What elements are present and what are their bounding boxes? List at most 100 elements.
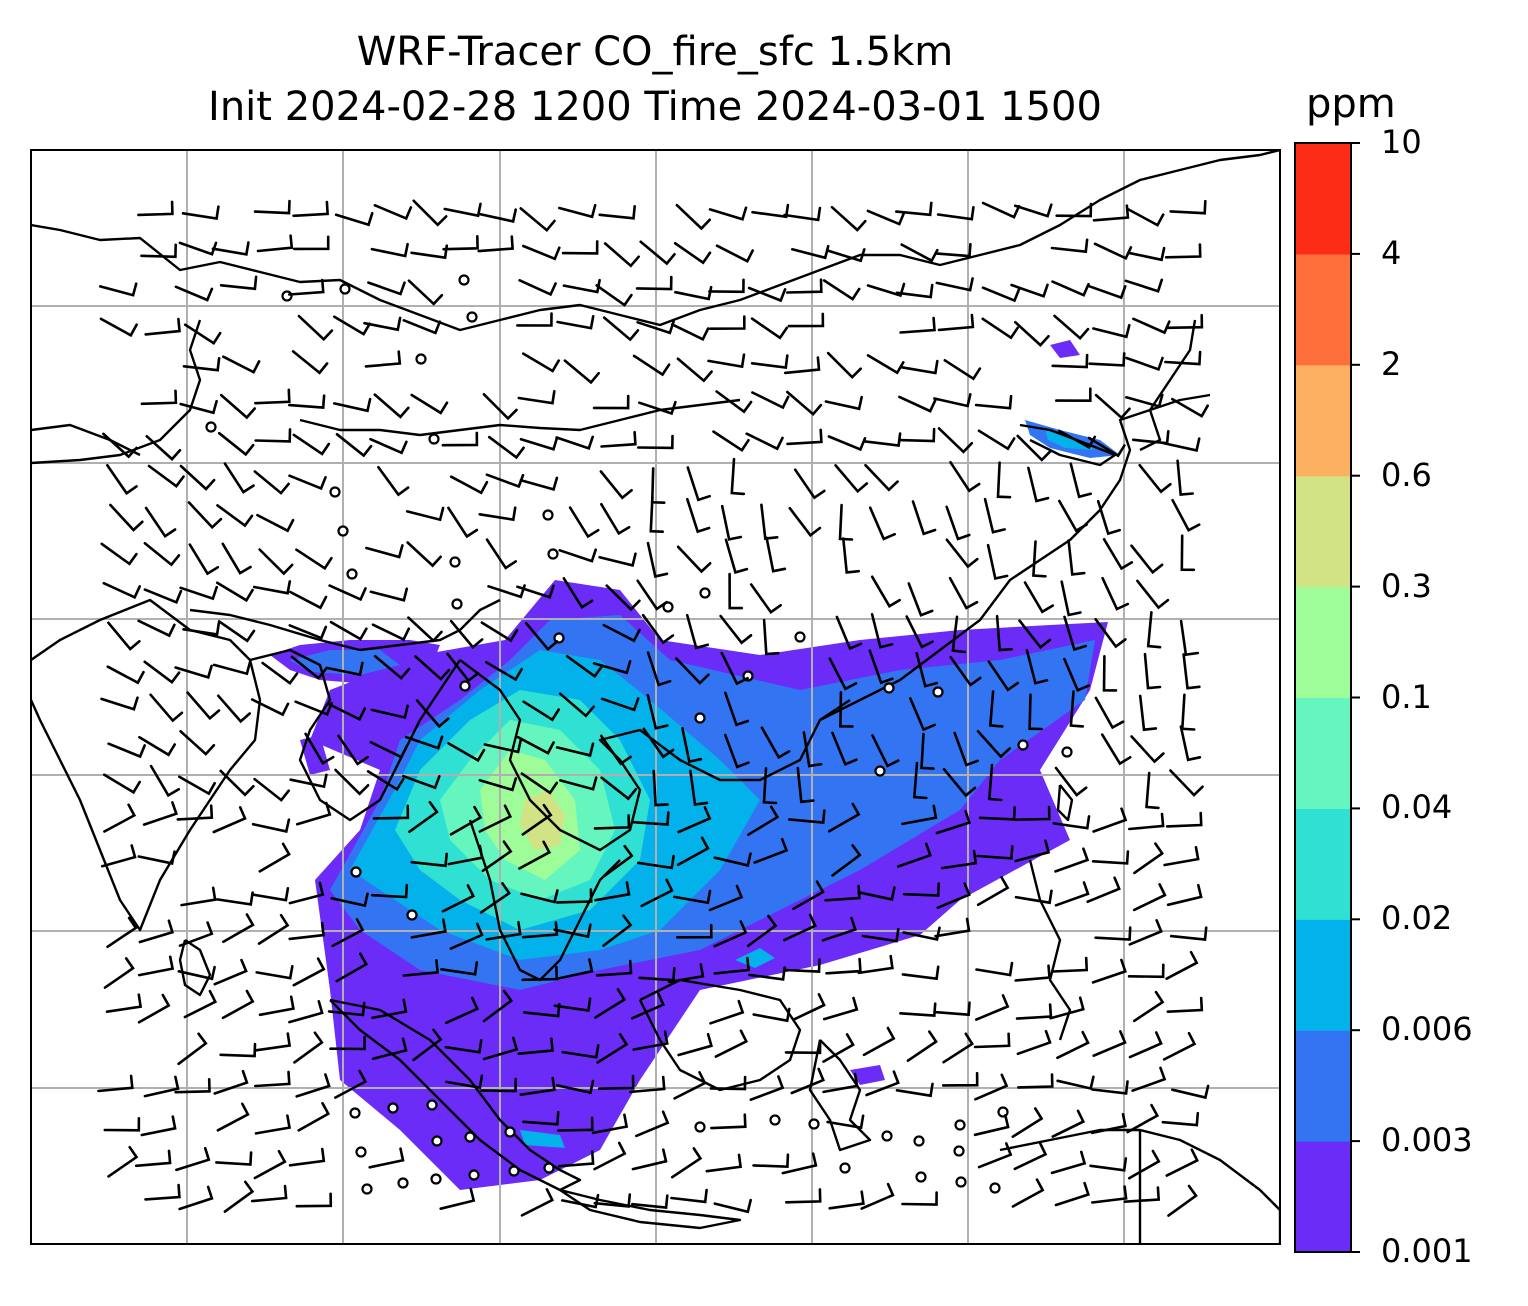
wind-barb: [1128, 812, 1165, 831]
wind-barb: [902, 882, 940, 897]
wind-barb: [1051, 1109, 1086, 1138]
wind-barb: [143, 588, 183, 604]
wind-barb: [174, 1078, 211, 1094]
wind-barb: [1179, 725, 1202, 762]
wind-barb: [251, 887, 290, 902]
colorbar-segment: [1295, 919, 1351, 1031]
wind-barb: [216, 504, 254, 528]
wind-barb: [746, 914, 778, 948]
wind-barb: [975, 961, 1014, 977]
wind-barb: [1180, 534, 1196, 572]
wind-barb: [602, 316, 640, 342]
wind-barb: [333, 315, 371, 336]
wind-barb: [1102, 655, 1118, 692]
wind-barb: [1126, 207, 1165, 227]
wind-barb: [368, 1147, 405, 1169]
wind-barb: [933, 1001, 971, 1017]
wind-barb: [295, 801, 332, 826]
wind-barb: [637, 434, 674, 450]
colorbar-tick-label: 4: [1381, 233, 1402, 272]
calm-wind-circle: [329, 486, 341, 498]
wind-barb: [1090, 1113, 1127, 1135]
calm-wind-circle: [1061, 746, 1073, 758]
wind-barb: [646, 694, 669, 730]
wind-barb: [1050, 1150, 1087, 1175]
wind-barb: [1011, 1178, 1045, 1208]
wind-barb: [1089, 1157, 1128, 1172]
wind-barb: [1014, 889, 1053, 905]
wind-barb: [942, 768, 977, 798]
wind-barb: [720, 651, 749, 686]
wind-barb: [223, 1180, 255, 1213]
wind-barb: [842, 537, 860, 574]
wind-barb: [478, 777, 518, 792]
wind-barb: [211, 241, 250, 256]
wind-barb: [762, 767, 778, 805]
wind-barb: [143, 542, 181, 567]
wind-barb: [289, 773, 328, 789]
wind-barb: [753, 837, 789, 864]
wind-barb: [449, 475, 489, 495]
wind-barb: [1054, 1181, 1090, 1207]
wind-barb: [102, 581, 141, 600]
wind-barb: [745, 432, 784, 451]
wind-barb: [221, 989, 255, 1020]
wind-barb: [447, 506, 479, 539]
wind-barb: [258, 548, 294, 576]
wind-barb: [915, 651, 939, 688]
calm-wind-circle: [406, 909, 418, 921]
wind-barb: [290, 655, 328, 681]
calm-wind-circle: [881, 1130, 893, 1142]
wind-barb: [558, 692, 595, 718]
wind-barb: [937, 313, 975, 332]
wind-barb: [254, 428, 292, 443]
wind-barb: [369, 740, 408, 759]
wind-barb: [215, 1151, 253, 1166]
wind-barb: [857, 954, 894, 975]
wind-barb: [1094, 696, 1125, 730]
wind-barb: [715, 390, 753, 414]
wind-barb: [1138, 463, 1172, 494]
wind-barb: [906, 1030, 938, 1062]
wind-barb: [785, 1188, 822, 1204]
wind-barb: [98, 282, 138, 297]
calm-wind-circle: [954, 1119, 966, 1131]
wind-barb: [861, 927, 900, 943]
wind-barb: [945, 505, 971, 541]
wind-barb: [976, 730, 1011, 759]
calm-wind-circle: [955, 1176, 967, 1188]
wind-barb: [1025, 648, 1049, 685]
wind-barb: [631, 1194, 669, 1210]
wind-barb: [708, 206, 748, 221]
calm-wind-circle: [346, 568, 358, 580]
wind-barb: [447, 742, 486, 763]
wind-barb: [258, 842, 291, 873]
wind-barb: [134, 1149, 172, 1168]
wind-barb: [750, 354, 789, 369]
wind-barb: [1136, 579, 1170, 610]
wind-barb: [439, 1187, 476, 1210]
wind-barb: [137, 200, 174, 217]
wind-barb: [485, 538, 517, 570]
wind-barb: [1164, 243, 1202, 259]
wind-barb: [866, 282, 906, 298]
wind-barb: [327, 1001, 366, 1017]
wind-barb: [632, 811, 670, 826]
wind-barb: [106, 916, 138, 949]
map-frame: [30, 149, 1281, 1245]
wind-barb: [559, 776, 598, 791]
wind-barb: [1128, 919, 1163, 946]
wind-barb: [137, 993, 171, 1024]
wind-barb: [1126, 1103, 1160, 1134]
wind-barb: [677, 1032, 714, 1057]
wind-barb: [521, 803, 553, 836]
wind-barb: [1055, 202, 1093, 218]
wind-barb: [480, 1077, 517, 1093]
wind-barb: [942, 1032, 974, 1064]
wind-barb: [1132, 883, 1167, 912]
wind-barb: [179, 730, 216, 756]
lat-lon-grid: [31, 150, 1280, 1244]
wind-barb: [292, 235, 330, 251]
calm-wind-circle: [915, 1171, 927, 1183]
